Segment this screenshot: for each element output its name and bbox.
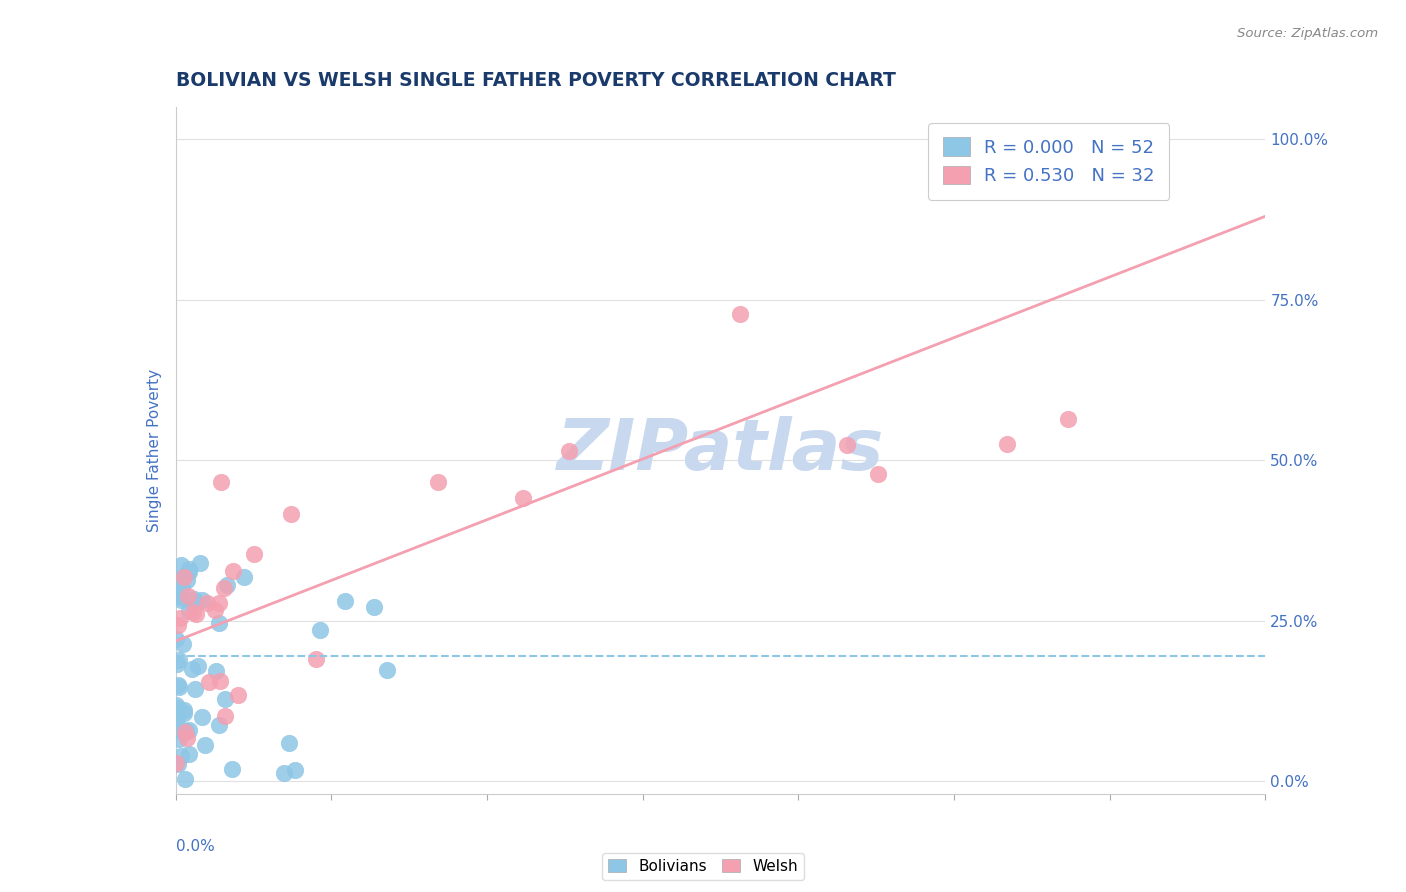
Point [187, 659, 209, 673]
Point [221, 763, 243, 777]
Point [191, 710, 214, 724]
Text: Source: ZipAtlas.com: Source: ZipAtlas.com [1237, 27, 1378, 40]
Point [208, 673, 231, 688]
Point [198, 674, 221, 689]
Point [170, 592, 193, 607]
Point [512, 491, 534, 505]
Point [208, 616, 231, 631]
Point [190, 593, 212, 607]
Point [232, 570, 254, 584]
Point [169, 611, 191, 625]
Point [176, 573, 198, 587]
Point [166, 717, 188, 731]
Point [215, 578, 238, 592]
Point [179, 723, 201, 737]
Point [176, 589, 198, 603]
Point [166, 618, 188, 632]
Point [170, 749, 193, 764]
Point [166, 657, 188, 672]
Text: ZIPatlas: ZIPatlas [557, 416, 884, 485]
Point [427, 475, 450, 490]
Point [173, 772, 195, 787]
Point [333, 594, 356, 608]
Point [173, 725, 195, 739]
Point [167, 678, 190, 692]
Point [181, 662, 204, 676]
Point [278, 736, 301, 750]
Point [204, 602, 226, 616]
Point [194, 738, 217, 752]
Point [1073, 164, 1095, 178]
Point [1057, 412, 1080, 426]
Point [172, 637, 194, 651]
Point [167, 756, 190, 771]
Point [284, 763, 307, 777]
Point [173, 703, 195, 717]
Point [165, 698, 187, 713]
Point [375, 663, 398, 677]
Text: 0.0%: 0.0% [176, 838, 215, 854]
Point [995, 437, 1018, 451]
Point [273, 765, 295, 780]
Point [167, 680, 190, 694]
Point [176, 731, 198, 745]
Point [835, 438, 858, 452]
Point [165, 632, 187, 646]
Point [309, 623, 332, 637]
Point [558, 444, 581, 458]
Point [184, 607, 207, 622]
Point [181, 605, 204, 619]
Point [167, 701, 190, 715]
Point [226, 688, 249, 702]
Point [963, 152, 986, 166]
Point [174, 724, 197, 739]
Point [173, 706, 195, 721]
Point [173, 570, 195, 584]
Point [166, 756, 188, 771]
Point [172, 581, 194, 595]
Point [177, 747, 200, 761]
Point [183, 592, 205, 607]
Point [179, 562, 201, 576]
Point [280, 507, 302, 521]
Point [195, 596, 218, 610]
Point [184, 681, 207, 696]
Point [167, 732, 190, 747]
Point [167, 574, 190, 588]
Y-axis label: Single Father Poverty: Single Father Poverty [146, 369, 162, 532]
Point [214, 581, 236, 595]
Point [170, 591, 193, 605]
Point [363, 599, 385, 614]
Legend: Bolivians, Welsh: Bolivians, Welsh [602, 853, 804, 880]
Point [170, 558, 193, 572]
Point [304, 651, 326, 665]
Point [177, 604, 200, 618]
Point [209, 475, 232, 489]
Point [205, 664, 228, 678]
Point [172, 570, 194, 584]
Point [208, 596, 231, 610]
Point [167, 653, 190, 667]
Point [221, 564, 243, 578]
Point [167, 723, 190, 737]
Point [214, 692, 236, 706]
Point [208, 718, 231, 732]
Point [730, 307, 752, 321]
Point [166, 709, 188, 723]
Point [868, 467, 890, 482]
Legend: R = 0.000   N = 52, R = 0.530   N = 32: R = 0.000 N = 52, R = 0.530 N = 32 [928, 123, 1170, 200]
Point [214, 709, 236, 723]
Point [243, 547, 266, 561]
Text: BOLIVIAN VS WELSH SINGLE FATHER POVERTY CORRELATION CHART: BOLIVIAN VS WELSH SINGLE FATHER POVERTY … [176, 71, 896, 90]
Point [188, 556, 211, 570]
Point [177, 565, 200, 579]
